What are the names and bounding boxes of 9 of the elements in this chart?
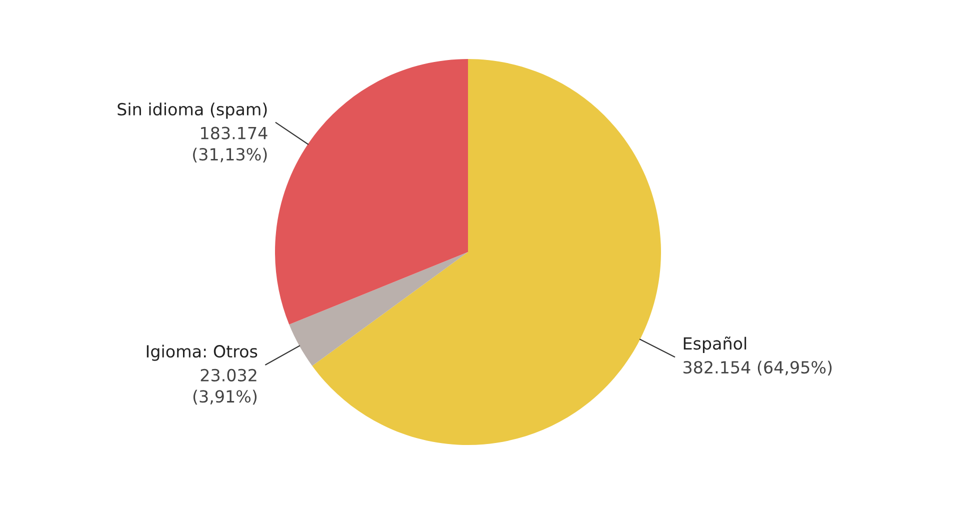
data-label: 23.032 (3,91%) — [193, 368, 257, 405]
slice-label: Igioma: Otros — [146, 344, 258, 361]
data-label: 183.174 (31,13%) — [193, 126, 268, 163]
pie-slice — [312, 59, 661, 445]
slice-label: Sin idioma (spam) — [118, 102, 267, 119]
data-label: 382.154 (64,95%) — [684, 360, 832, 376]
pie-slice — [289, 252, 468, 366]
pie-slice — [275, 59, 468, 325]
slice-label: Español — [684, 336, 746, 353]
